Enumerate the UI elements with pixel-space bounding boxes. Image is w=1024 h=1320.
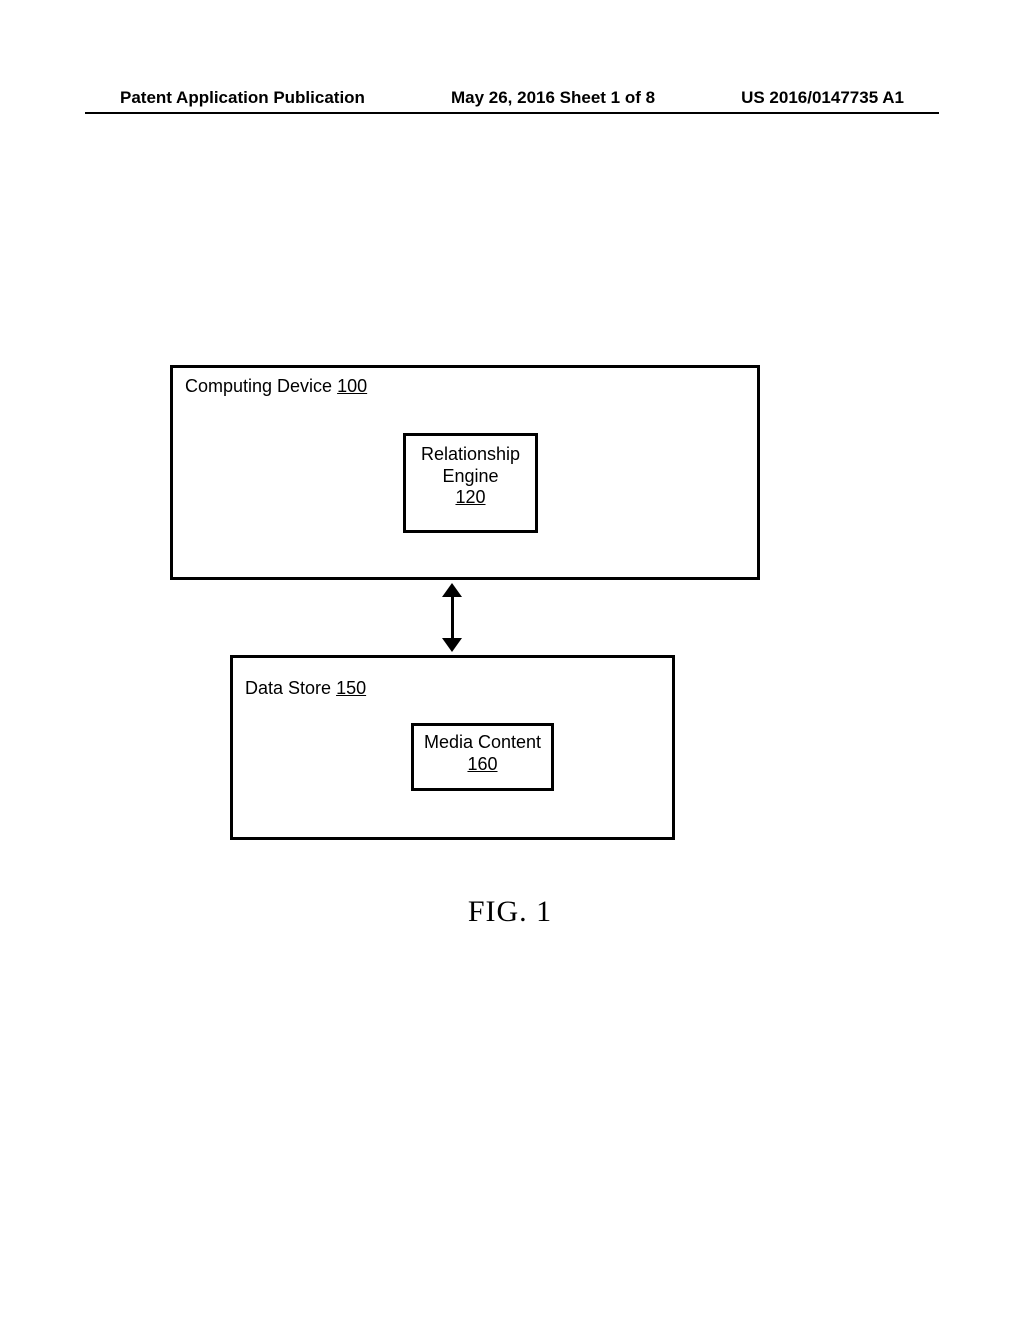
header-right: US 2016/0147735 A1 (741, 88, 904, 108)
relationship-engine-line1: Relationship (421, 444, 520, 464)
media-content-box: Media Content 160 (411, 723, 554, 791)
data-store-label: Data Store 150 (245, 678, 366, 699)
header-left: Patent Application Publication (120, 88, 365, 108)
computing-device-label: Computing Device 100 (185, 376, 367, 397)
relationship-engine-ref: 120 (455, 487, 485, 507)
relationship-engine-line2: Engine (442, 466, 498, 486)
page-header: Patent Application Publication May 26, 2… (0, 88, 1024, 108)
data-store-text: Data Store (245, 678, 331, 698)
figure-label: FIG. 1 (170, 895, 850, 929)
computing-device-box: Computing Device 100 Relationship Engine… (170, 365, 760, 580)
computing-device-ref: 100 (337, 376, 367, 396)
media-content-line1: Media Content (424, 732, 541, 752)
data-store-ref: 150 (336, 678, 366, 698)
arrow-head-down-icon (442, 638, 462, 652)
diagram: Computing Device 100 Relationship Engine… (170, 365, 850, 925)
bidirectional-arrow (442, 583, 462, 652)
computing-device-text: Computing Device (185, 376, 332, 396)
data-store-box: Data Store 150 Media Content 160 (230, 655, 675, 840)
relationship-engine-box: Relationship Engine 120 (403, 433, 538, 533)
media-content-ref: 160 (467, 754, 497, 774)
header-center: May 26, 2016 Sheet 1 of 8 (451, 88, 655, 108)
arrow-line (451, 593, 454, 642)
header-rule (85, 112, 939, 114)
